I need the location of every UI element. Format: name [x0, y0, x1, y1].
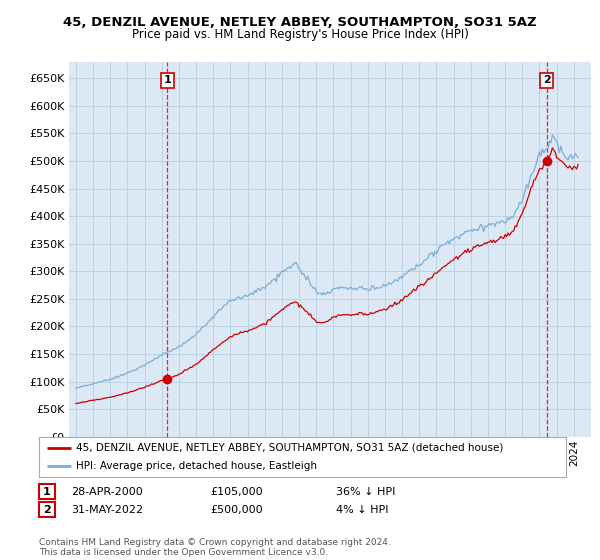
Text: Price paid vs. HM Land Registry's House Price Index (HPI): Price paid vs. HM Land Registry's House … — [131, 28, 469, 41]
Text: 31-MAY-2022: 31-MAY-2022 — [71, 505, 143, 515]
Text: 1: 1 — [163, 76, 171, 85]
Text: 2: 2 — [543, 76, 551, 85]
Text: 1: 1 — [43, 487, 50, 497]
Text: 2: 2 — [43, 505, 50, 515]
Text: 36% ↓ HPI: 36% ↓ HPI — [336, 487, 395, 497]
Text: £105,000: £105,000 — [210, 487, 263, 497]
Text: 4% ↓ HPI: 4% ↓ HPI — [336, 505, 389, 515]
Text: 45, DENZIL AVENUE, NETLEY ABBEY, SOUTHAMPTON, SO31 5AZ (detached house): 45, DENZIL AVENUE, NETLEY ABBEY, SOUTHAM… — [76, 443, 503, 452]
Text: £500,000: £500,000 — [210, 505, 263, 515]
Text: Contains HM Land Registry data © Crown copyright and database right 2024.
This d: Contains HM Land Registry data © Crown c… — [39, 538, 391, 557]
Text: HPI: Average price, detached house, Eastleigh: HPI: Average price, detached house, East… — [76, 461, 317, 471]
Text: 28-APR-2000: 28-APR-2000 — [71, 487, 143, 497]
Text: 45, DENZIL AVENUE, NETLEY ABBEY, SOUTHAMPTON, SO31 5AZ: 45, DENZIL AVENUE, NETLEY ABBEY, SOUTHAM… — [63, 16, 537, 29]
